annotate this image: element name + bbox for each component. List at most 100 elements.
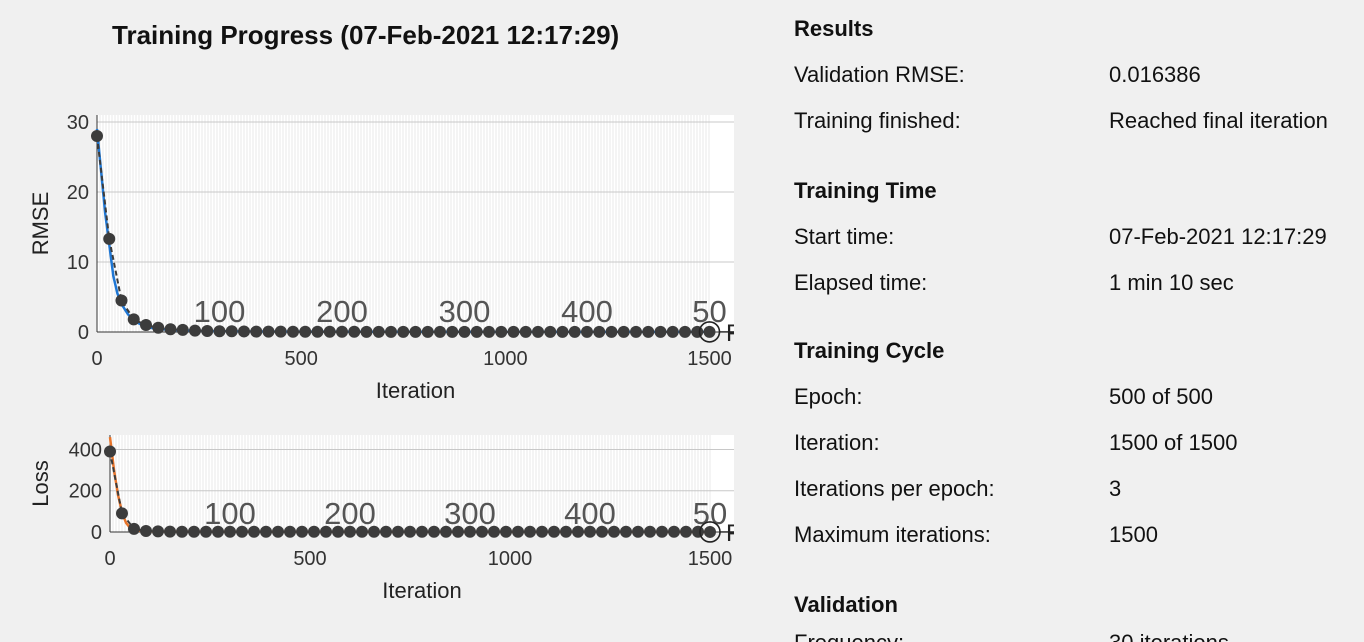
loss-validation-point (680, 525, 692, 538)
rmse-validation-point (250, 325, 263, 338)
rmse-validation-point (568, 325, 581, 338)
rmse-validation-point (556, 325, 569, 338)
rmse-validation-point (519, 325, 532, 338)
validation-frequency-value: 30 iterations (1109, 630, 1229, 642)
loss-validation-point (656, 525, 668, 538)
loss-y-axis-label: Loss (28, 460, 53, 506)
rmse-validation-point (360, 325, 373, 338)
loss-validation-point (380, 525, 392, 538)
loss-validation-point (524, 525, 536, 538)
rmse-validation-point (495, 325, 508, 338)
rmse-validation-point (238, 325, 250, 338)
loss-validation-point (548, 525, 560, 538)
loss-validation-point (644, 525, 656, 538)
validation-heading: Validation (794, 592, 898, 617)
rmse-validation-point (225, 325, 238, 338)
loss-validation-point (260, 525, 272, 538)
epoch-value: 500 of 500 (1109, 384, 1213, 409)
loss-validation-point (116, 507, 128, 520)
loss-validation-point (452, 525, 464, 538)
rmse-validation-point (630, 325, 642, 338)
rmse-validation-point (164, 323, 177, 336)
loss-validation-point (668, 525, 680, 538)
training-finished-value: Reached final iteration (1109, 108, 1328, 133)
loss-validation-point (308, 525, 320, 538)
rmse-epoch-tick-label: 100 (194, 294, 246, 329)
max-iterations-label: Maximum iterations: (794, 522, 991, 547)
loss-validation-point (596, 525, 608, 538)
validation-frequency-label: Frequency: (794, 630, 904, 642)
rmse-epoch-grid (96, 115, 710, 332)
rmse-x-tick-label: 500 (284, 348, 317, 370)
loss-validation-point (284, 525, 296, 538)
loss-validation-point (140, 524, 152, 537)
rmse-validation-point (372, 325, 385, 338)
rmse-epoch-tick-label: 300 (439, 294, 491, 329)
rmse-validation-point (152, 321, 165, 334)
rmse-validation-point (213, 325, 226, 338)
rmse-validation-point (470, 325, 483, 338)
rmse-y-axis-label: RMSE (28, 192, 53, 256)
loss-validation-point (200, 525, 212, 538)
rmse-validation-point (458, 325, 471, 338)
epoch-label: Epoch: (794, 384, 863, 409)
rmse-validation-point (679, 325, 691, 338)
rmse-validation-point (544, 325, 557, 338)
rmse-x-tick-label: 1000 (483, 348, 528, 370)
info-panel: Results Validation RMSE: 0.016386 Traini… (794, 0, 1364, 642)
loss-validation-point (248, 525, 260, 538)
rmse-validation-point (642, 325, 655, 338)
elapsed-time-label: Elapsed time: (794, 270, 928, 295)
loss-validation-point (512, 525, 524, 538)
loss-epoch-tick-label: 300 (444, 496, 496, 531)
loss-validation-point (704, 525, 716, 538)
rmse-validation-point (336, 325, 348, 338)
iterations-per-epoch-value: 3 (1109, 476, 1122, 501)
loss-x-tick-label: 1500 (688, 548, 733, 570)
loss-validation-point (188, 525, 200, 538)
results-heading: Results (794, 16, 874, 41)
rmse-validation-point (691, 325, 704, 338)
rmse-validation-point (311, 325, 324, 338)
rmse-validation-point (103, 232, 116, 245)
loss-validation-point (176, 525, 188, 538)
rmse-validation-point (189, 324, 201, 337)
rmse-validation-point (532, 325, 544, 338)
training-cycle-heading: Training Cycle (794, 338, 945, 363)
loss-validation-point (404, 525, 416, 538)
loss-validation-point (320, 525, 332, 538)
rmse-validation-point (127, 313, 140, 326)
loss-validation-point (620, 525, 632, 538)
rmse-validation-point (654, 325, 667, 338)
loss-validation-point (428, 525, 440, 538)
loss-validation-point (464, 525, 476, 538)
rmse-y-tick-label: 0 (78, 322, 89, 344)
loss-validation-point (488, 525, 500, 538)
start-time-label: Start time: (794, 224, 895, 249)
max-iterations-value: 1500 (1109, 522, 1158, 547)
rmse-validation-point (287, 325, 299, 338)
loss-validation-point (536, 525, 548, 538)
rmse-validation-point (703, 325, 716, 338)
loss-x-tick-label: 1000 (488, 548, 533, 570)
rmse-x-tick-label: 1500 (687, 348, 732, 370)
rmse-validation-point (201, 324, 214, 337)
iterations-per-epoch-label: Iterations per epoch: (794, 476, 995, 501)
loss-epoch-tick-label: 200 (324, 496, 376, 531)
rmse-validation-point (115, 294, 128, 307)
rmse-validation-point (421, 325, 434, 338)
start-time-value: 07-Feb-2021 12:17:29 (1109, 224, 1327, 249)
rmse-validation-point (593, 325, 606, 338)
loss-epoch-tick-label: 50 (693, 496, 727, 531)
loss-validation-point (608, 525, 620, 538)
training-finished-label: Training finished: (794, 108, 961, 133)
loss-validation-point (368, 525, 380, 538)
rmse-validation-point (617, 325, 630, 338)
loss-plot-clip (734, 430, 770, 557)
rmse-validation-point (446, 325, 459, 338)
rmse-epoch-tick-label: 200 (316, 294, 368, 329)
rmse-validation-point (176, 323, 189, 336)
rmse-validation-point (91, 130, 103, 142)
